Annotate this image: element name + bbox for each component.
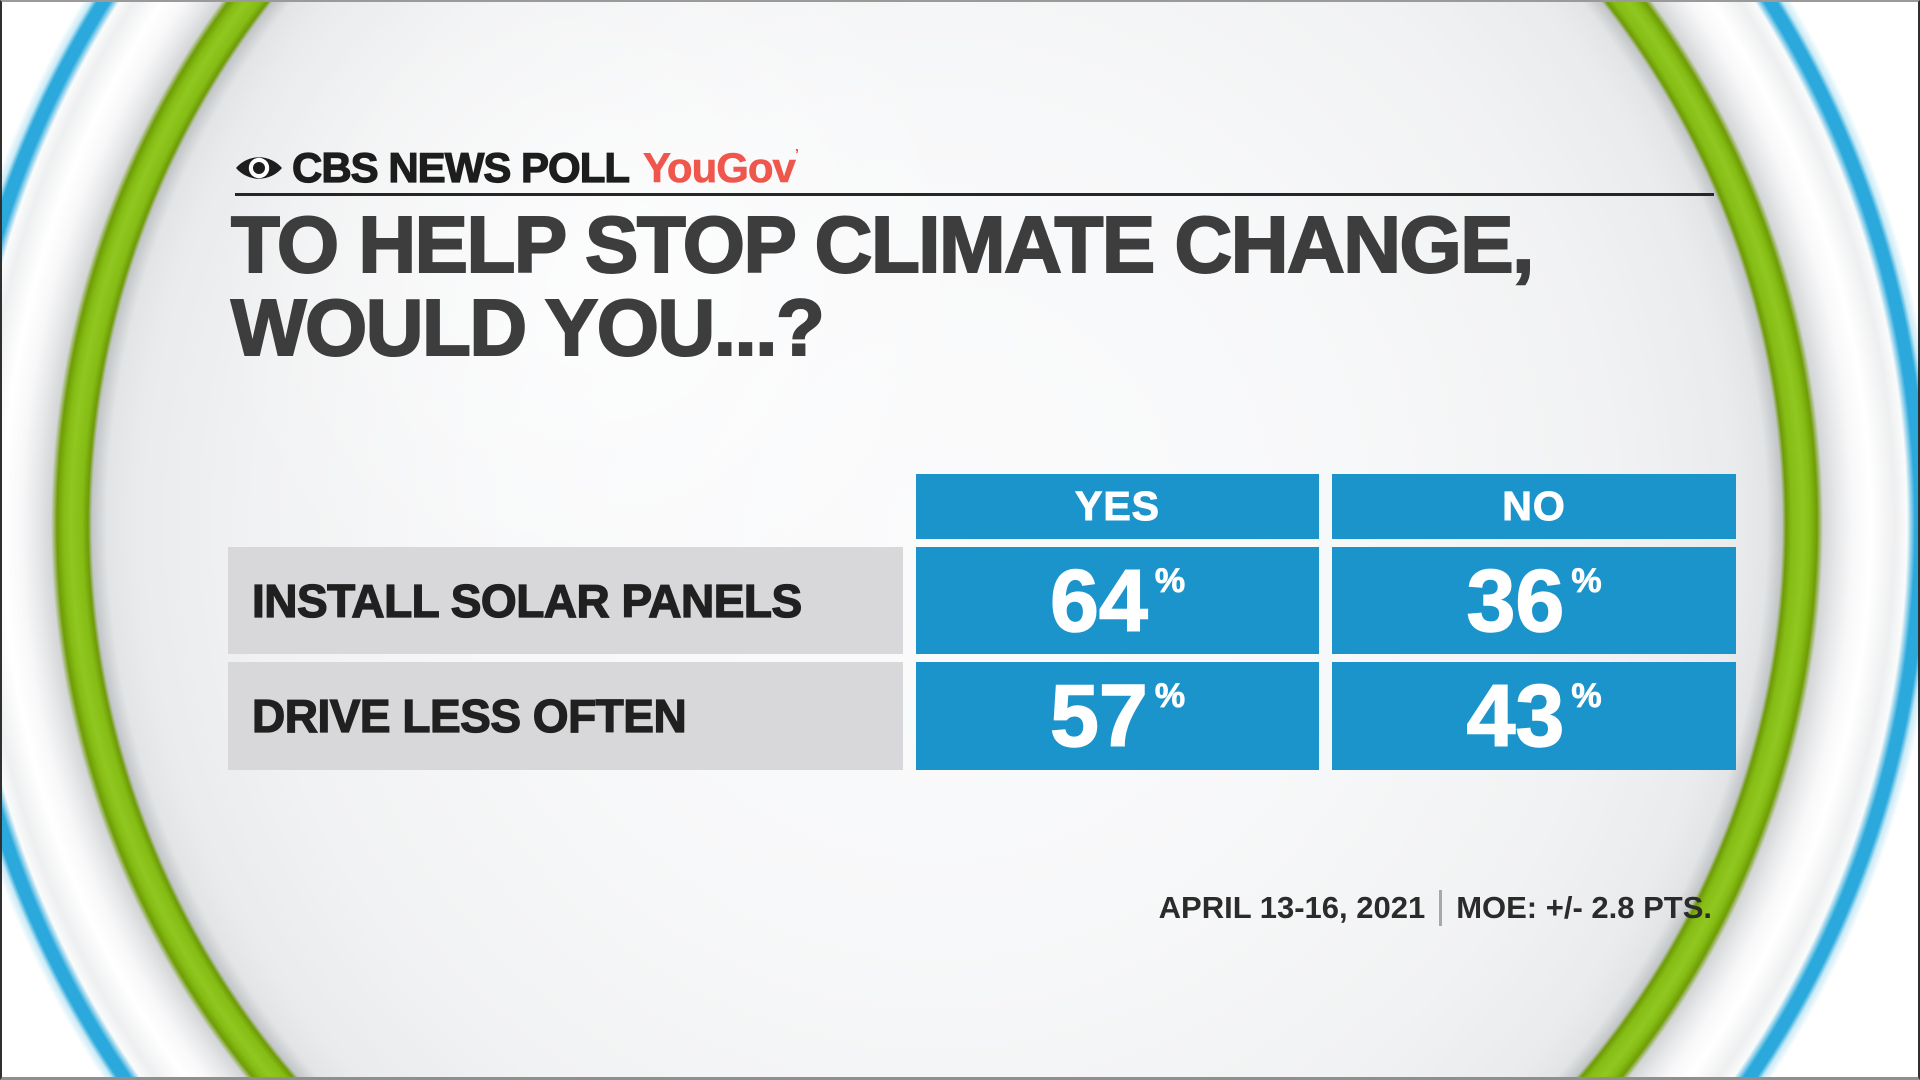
cbs-eye-icon xyxy=(235,151,292,185)
poll-results-table: YES NO INSTALL SOLAR PANELS 64 % 36 % DR… xyxy=(228,474,1736,770)
percent-sign: % xyxy=(1154,677,1186,716)
percent-sign: % xyxy=(1154,562,1186,601)
column-header-no: NO xyxy=(1332,474,1736,539)
header-spacer-cell xyxy=(228,474,903,539)
margin-of-error: MOE: +/- 2.8 PTS. xyxy=(1456,890,1712,925)
row-label-drive-less-often: DRIVE LESS OFTEN xyxy=(228,662,903,770)
value-cell-drive-yes: 57 % xyxy=(916,662,1319,770)
row-label-install-solar-panels: INSTALL SOLAR PANELS xyxy=(228,547,903,654)
vertical-bar-icon xyxy=(1439,890,1443,926)
value-cell-drive-no: 43 % xyxy=(1332,662,1736,770)
value-number: 57 xyxy=(1049,666,1148,765)
percent-sign: % xyxy=(1571,677,1602,716)
value-cell-solar-no: 36 % xyxy=(1332,547,1736,654)
brand-header: CBS NEWS POLL YouGov ’ xyxy=(235,143,800,192)
title-line-1: TO HELP STOP CLIMATE CHANGE, xyxy=(230,200,1535,289)
cbs-news-poll-logo-text: CBS NEWS POLL xyxy=(291,143,630,191)
yougov-logo-text: YouGov xyxy=(643,144,796,192)
header-divider-line xyxy=(235,193,1714,196)
value-number: 36 xyxy=(1466,550,1565,650)
title-line-2: WOULD YOU...? xyxy=(230,283,826,372)
percent-sign: % xyxy=(1571,562,1602,601)
poll-dates: APRIL 13-16, 2021 xyxy=(1158,890,1426,925)
value-cell-solar-yes: 64 % xyxy=(916,547,1319,654)
value-number: 43 xyxy=(1466,666,1565,765)
poll-question-title: TO HELP STOP CLIMATE CHANGE, WOULD YOU..… xyxy=(230,200,1535,372)
column-header-yes: YES xyxy=(916,474,1319,539)
footer-note: APRIL 13-16, 2021 MOE: +/- 2.8 PTS. xyxy=(1159,890,1712,926)
yougov-trademark-mark: ’ xyxy=(794,146,800,163)
value-number: 64 xyxy=(1049,550,1148,650)
